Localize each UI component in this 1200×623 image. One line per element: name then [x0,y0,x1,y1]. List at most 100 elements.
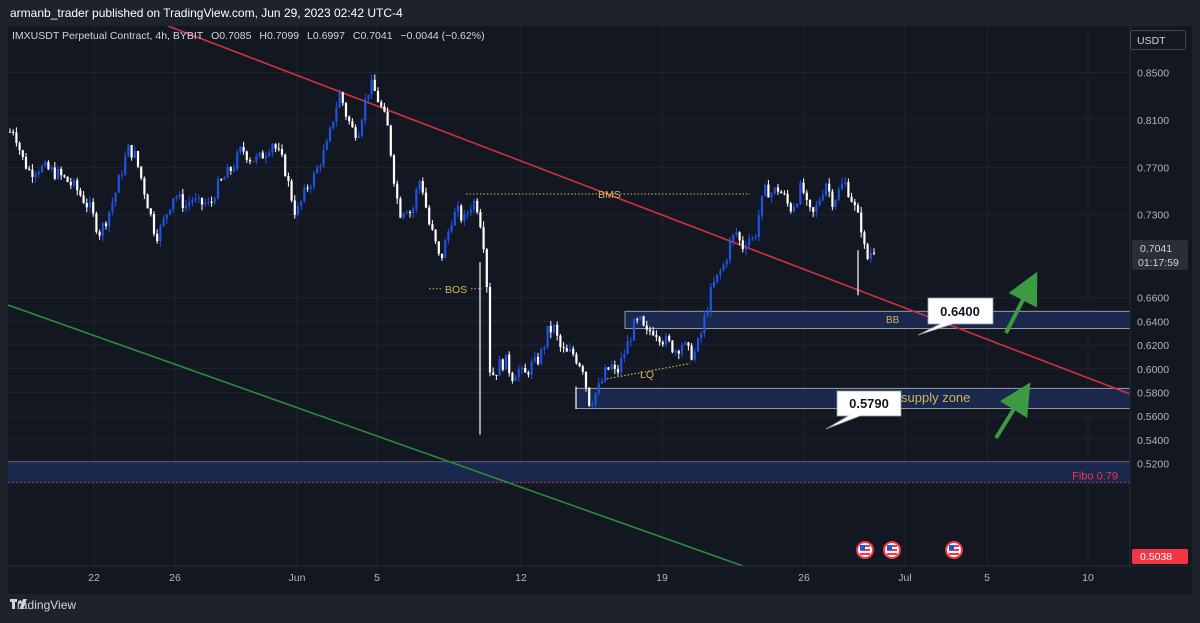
candle-body [658,337,661,343]
chart-panel[interactable]: BMS BOS LQ BB supply zone 0.6400 0.5790 Fibo 0.… [8,26,1192,594]
candle-body [578,363,581,367]
time-axis[interactable]: 22 26 Jun 5 12 19 26 Jul 5 10 [88,572,1094,584]
candle-body [844,182,847,184]
candle-body [88,202,92,208]
candle-body [380,102,383,107]
candle-body [629,340,632,342]
candle-body [709,286,712,312]
candle-body [543,347,546,350]
candle-body [466,212,469,214]
candle-body [40,165,44,172]
candle-body [226,167,229,178]
candle-body [66,176,69,182]
candle-body [623,354,626,358]
candle-body [44,162,47,166]
candle-body [210,201,213,203]
footer-brand[interactable]: TradingView [10,598,76,612]
candle-body [796,204,799,207]
candle-body [760,195,764,216]
candle-body [549,325,552,333]
candle-body [767,184,770,198]
candle-body [728,241,732,261]
candle-body [744,245,748,250]
candle-body [476,200,479,212]
candle-body [664,336,668,345]
footer-brand-text: TradingView [10,598,77,612]
candle-body [95,213,98,232]
bb-label: BB [886,315,900,326]
price-tick-label: 0.6200 [1137,340,1169,352]
candle-body [312,173,316,187]
candle-body [562,347,565,349]
candle-body [872,252,876,254]
candle-body [748,238,751,246]
price-tick-label: 0.8500 [1137,68,1169,80]
fibo-price-value: 0.5038 [1140,551,1172,563]
candle-body [488,287,492,373]
candle-body [245,151,248,160]
candle-body [296,205,300,215]
candle-body [341,92,344,104]
candle-body [373,79,376,91]
candle-body [690,345,693,360]
candle-body [440,253,444,259]
candle-body [812,207,815,212]
candle-body [552,324,556,333]
candle-body [469,209,472,213]
symbol-legend[interactable]: IMXUSDT Perpetual Contract, 4h, BYBIT O0… [12,30,490,42]
candle-body [127,145,130,157]
candle-body [72,180,76,186]
price-axis[interactable]: 0.8500 0.8100 0.7700 0.7300 0.6600 0.6400 0.62… [1137,68,1169,471]
candle-body [140,166,143,179]
us-flag-icon[interactable] [945,541,963,559]
candle-body [495,374,498,376]
candle-body [415,189,418,209]
candle-body [392,155,396,184]
grid-lines [8,26,1130,566]
candle-body [322,149,325,166]
us-flag-icon[interactable] [883,541,901,559]
candle-body [34,174,37,178]
candle-body [783,193,786,195]
candle-body [821,195,824,201]
us-flag-icon[interactable] [856,541,874,559]
candle-body [412,208,415,213]
candle-body [8,131,12,133]
candle-body [780,191,783,194]
candle-body [805,192,808,200]
candle-body [546,325,549,348]
candle-body [834,199,837,208]
candle-body [162,218,165,226]
currency-button[interactable]: USDT [1130,30,1186,50]
candle-body [181,194,184,209]
candle-body [853,201,856,206]
candle-body [524,367,527,373]
candle-body [255,156,258,162]
candle-body [536,356,540,364]
candle-body [21,150,24,158]
candle-body [133,151,136,158]
candle-body [584,371,588,388]
fibo-label: Fibo 0.79 [1072,470,1118,482]
price-chart[interactable]: BMS BOS LQ BB supply zone 0.6400 0.5790 Fibo 0.… [8,26,1192,594]
candle-body [79,190,82,196]
candle-body [389,125,392,156]
candle-body [53,167,56,179]
candle-body [677,350,680,354]
candle-body [143,178,146,195]
change-value: −0.0044 (−0.62%) [400,30,485,42]
candle-body [840,183,844,190]
candle-body [655,335,658,338]
candle-body [719,270,722,275]
candle-body [540,349,543,364]
candle-body [232,168,236,171]
candle-body [408,211,412,213]
candle-body [472,200,476,210]
candle-body [37,171,40,175]
candle-body [338,92,341,108]
time-tick-label: Jun [289,572,306,584]
price-tick-label: 0.5800 [1137,387,1169,399]
trend-lines [8,26,1131,567]
candle-body [309,186,312,189]
candle-body [482,227,485,250]
